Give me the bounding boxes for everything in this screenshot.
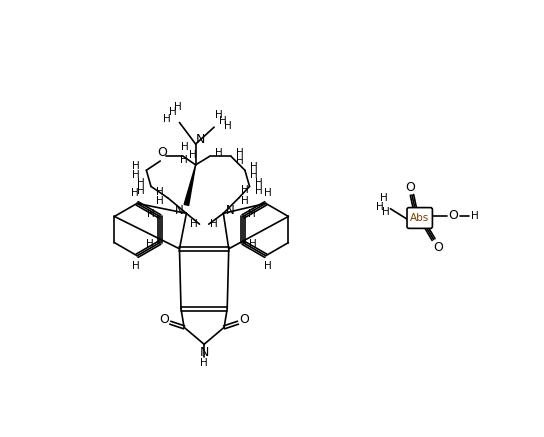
Text: O: O bbox=[159, 313, 169, 326]
Text: O: O bbox=[449, 209, 459, 222]
Text: H: H bbox=[156, 196, 164, 206]
Text: H: H bbox=[255, 186, 263, 196]
Text: H: H bbox=[471, 211, 479, 221]
Text: H: H bbox=[133, 170, 140, 180]
Text: H: H bbox=[224, 121, 232, 131]
Text: H: H bbox=[250, 170, 258, 180]
Text: H: H bbox=[249, 239, 257, 249]
Text: H: H bbox=[190, 219, 198, 229]
Text: O: O bbox=[433, 241, 443, 254]
Text: H: H bbox=[264, 188, 272, 198]
Text: N: N bbox=[175, 204, 184, 217]
Text: H: H bbox=[250, 162, 258, 172]
Text: H: H bbox=[264, 261, 272, 271]
Text: H: H bbox=[255, 178, 263, 188]
Text: H: H bbox=[132, 261, 139, 271]
Text: H: H bbox=[380, 193, 388, 203]
Text: O: O bbox=[157, 146, 166, 159]
Text: Abs: Abs bbox=[410, 213, 429, 223]
Text: H: H bbox=[241, 196, 249, 206]
Polygon shape bbox=[184, 165, 196, 205]
Text: H: H bbox=[219, 116, 227, 126]
Text: O: O bbox=[405, 180, 416, 194]
Text: H: H bbox=[131, 188, 139, 198]
Text: O: O bbox=[239, 313, 249, 326]
Text: H: H bbox=[133, 161, 140, 171]
Text: H: H bbox=[237, 156, 244, 166]
Text: N: N bbox=[226, 204, 234, 217]
Text: H: H bbox=[210, 219, 218, 229]
Text: H: H bbox=[163, 114, 171, 125]
Text: H: H bbox=[156, 187, 164, 197]
Text: H: H bbox=[241, 185, 249, 195]
Text: H: H bbox=[174, 102, 182, 112]
Text: N: N bbox=[200, 346, 209, 359]
Text: H: H bbox=[237, 148, 244, 158]
Text: H: H bbox=[215, 148, 222, 158]
Text: H: H bbox=[189, 150, 196, 160]
FancyBboxPatch shape bbox=[407, 208, 432, 229]
Text: H: H bbox=[147, 209, 154, 219]
Text: H: H bbox=[180, 155, 188, 165]
Text: H: H bbox=[200, 358, 208, 368]
Text: H: H bbox=[215, 110, 222, 120]
Text: N: N bbox=[196, 133, 205, 146]
Text: H: H bbox=[249, 209, 256, 219]
Text: H: H bbox=[137, 177, 145, 187]
Text: H: H bbox=[376, 202, 384, 212]
Text: H: H bbox=[137, 186, 145, 196]
Text: H: H bbox=[169, 107, 177, 117]
Text: H: H bbox=[382, 207, 390, 217]
Text: H: H bbox=[181, 142, 189, 152]
Text: H: H bbox=[146, 239, 153, 249]
